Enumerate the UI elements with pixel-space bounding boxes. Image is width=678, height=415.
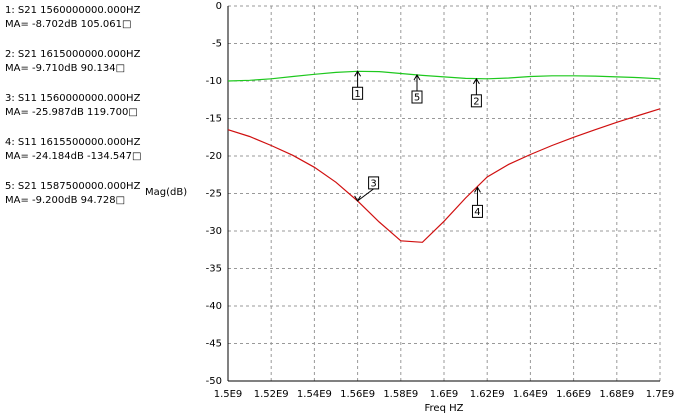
marker-arrowhead	[354, 195, 362, 202]
y-tick-label: -15	[206, 114, 222, 125]
marker-readout: 5: S21 1587500000.000HZ	[5, 181, 141, 192]
y-tick-label: -45	[206, 339, 222, 350]
series-line	[227, 108, 661, 243]
marker-box	[368, 176, 380, 190]
y-tick-label: -10	[206, 76, 222, 87]
marker-box	[471, 204, 483, 218]
x-tick-label: 1.6E9	[430, 389, 459, 400]
marker-arrowhead	[474, 186, 481, 193]
x-tick-label: 1.56E9	[340, 389, 375, 400]
x-tick-label: 1.66E9	[556, 389, 591, 400]
y-tick-label: -20	[206, 151, 222, 162]
marker-readout: 1: S21 1560000000.000HZ	[5, 5, 141, 16]
x-tick-label: 1.62E9	[470, 389, 505, 400]
x-tick-label: 1.7E9	[646, 389, 675, 400]
x-tick-label: 1.68E9	[599, 389, 634, 400]
marker-readout: 4: S11 1615500000.000HZ	[5, 137, 141, 148]
marker-label: 1	[354, 89, 360, 100]
marker-readout: 3: S11 1560000000.000HZ	[5, 93, 141, 104]
marker-label: 5	[414, 93, 420, 104]
marker-readout: 2: S21 1615000000.000HZ	[5, 49, 141, 60]
marker-label: 2	[473, 96, 479, 107]
y-tick-label: -40	[206, 301, 222, 312]
x-axis-label: Freq HZ	[425, 403, 464, 414]
x-tick-label: 1.64E9	[513, 389, 548, 400]
marker-label: 3	[370, 178, 376, 189]
marker-box	[352, 86, 364, 100]
y-tick-label: -50	[206, 376, 222, 387]
marker-readout: MA= -24.184dB -134.547□	[5, 151, 141, 162]
marker-readout: MA= -8.702dB 105.061□	[5, 19, 131, 30]
x-tick-label: 1.54E9	[297, 389, 332, 400]
marker-box	[411, 90, 423, 104]
marker-readout: MA= -9.710dB 90.134□	[5, 63, 125, 74]
x-tick-label: 1.5E9	[214, 389, 243, 400]
y-tick-label: -25	[206, 189, 222, 200]
marker-arrowhead	[354, 70, 362, 77]
y-tick-label: -30	[206, 226, 222, 237]
y-tick-label: -35	[206, 264, 222, 275]
marker-readout: MA= -25.987dB 119.700□	[5, 107, 138, 118]
x-tick-label: 1.58E9	[383, 389, 418, 400]
x-tick-label: 1.52E9	[254, 389, 289, 400]
marker-arrow	[357, 188, 374, 202]
y-tick-label: 0	[216, 1, 222, 12]
y-axis-label: Mag(dB)	[145, 187, 187, 198]
marker-readout: MA= -9.200dB 94.728□	[5, 195, 125, 206]
marker-arrowhead	[472, 77, 480, 85]
marker-box	[470, 94, 482, 108]
series-line	[227, 70, 661, 82]
marker-label: 4	[474, 207, 480, 218]
y-tick-label: -5	[212, 39, 222, 50]
marker-arrowhead	[413, 74, 421, 81]
